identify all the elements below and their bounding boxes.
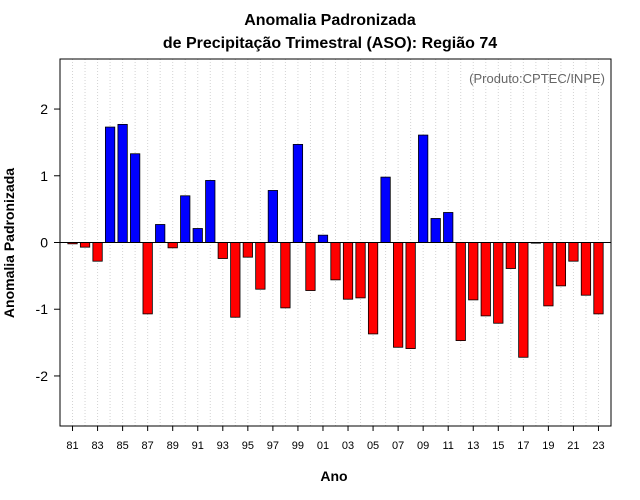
x-tick-label: 89 (167, 440, 179, 452)
x-tick-label: 13 (467, 440, 479, 452)
x-tick-label: 21 (567, 440, 579, 452)
bar-15 (493, 242, 504, 324)
bar-89 (167, 242, 178, 249)
x-tick-label: 99 (292, 440, 304, 452)
x-tick-label: 97 (267, 440, 279, 452)
bar-83 (92, 242, 103, 262)
bar-98 (280, 242, 291, 309)
chart-title: Anomalia Padronizada (244, 12, 416, 29)
x-axis-title: Ano (320, 468, 347, 484)
bar-88 (155, 224, 166, 243)
bar-93 (217, 242, 228, 259)
bar-21 (568, 242, 579, 262)
y-tick-label: 2 (40, 101, 48, 117)
bar-11 (443, 212, 454, 243)
bar-91 (192, 228, 203, 243)
x-tick-label: 95 (242, 440, 254, 452)
x-tick-label: 19 (542, 440, 554, 452)
bar-87 (142, 242, 153, 315)
y-tick-label: 0 (40, 235, 48, 251)
bar-07 (393, 242, 404, 348)
y-tick-label: -1 (36, 301, 49, 317)
bar-14 (480, 242, 491, 317)
y-axis: -2 -1 0 1 2 (36, 101, 60, 384)
x-tick-label: 91 (192, 440, 204, 452)
bar-23 (593, 242, 604, 315)
bar-05 (367, 242, 379, 335)
bar-95 (242, 242, 253, 258)
bar-01 (317, 234, 329, 243)
x-tick-label: 81 (66, 440, 78, 452)
y-tick-label: -2 (36, 368, 49, 384)
x-tick-label: 93 (217, 440, 229, 452)
bar-03 (342, 242, 354, 300)
bar-00 (305, 242, 316, 291)
y-axis-title: Anomalia Padronizada (1, 168, 17, 318)
bar-12 (455, 242, 466, 341)
bar-19 (543, 242, 554, 307)
x-tick-label: 01 (317, 440, 329, 452)
x-tick-label: 05 (367, 440, 379, 452)
x-tick-label: 23 (592, 440, 604, 452)
bar-86 (130, 153, 141, 243)
bar-06 (380, 176, 391, 243)
bar-92 (205, 180, 216, 243)
x-tick-label: 17 (517, 440, 529, 452)
bars (67, 123, 604, 358)
bar-09 (418, 134, 429, 243)
x-tick-label: 03 (342, 440, 354, 452)
bar-96 (255, 242, 266, 290)
x-tick-label: 15 (492, 440, 504, 452)
x-tick-label: 11 (442, 440, 453, 452)
bar-94 (230, 242, 241, 318)
y-tick-label: 1 (40, 168, 48, 184)
bar-84 (104, 126, 116, 243)
bar-13 (468, 242, 479, 301)
x-tick-label: 83 (91, 440, 103, 452)
chart-annotation: (Produto:CPTEC/INPE) (469, 71, 605, 86)
bar-85 (117, 123, 128, 243)
x-tick-label: 85 (116, 440, 128, 452)
bar-17 (518, 242, 529, 358)
bar-90 (180, 195, 191, 243)
bar-08 (405, 242, 416, 349)
x-tick-label: 07 (392, 440, 404, 452)
bar-04 (355, 242, 366, 299)
bar-20 (555, 242, 567, 287)
chart-subtitle: de Precipitação Trimestral (ASO): Região… (163, 35, 497, 52)
bar-99 (292, 144, 304, 243)
bar-02 (330, 242, 341, 281)
x-tick-label: 09 (417, 440, 429, 452)
bar-16 (505, 242, 516, 269)
x-tick-label: 87 (142, 440, 154, 452)
bar-82 (79, 242, 91, 248)
x-axis: 81 83 85 87 89 91 93 95 97 99 01 03 05 07 09 11 13 15 17 19… (66, 426, 605, 452)
bar-97 (267, 190, 278, 243)
bar-22 (580, 242, 592, 296)
bar-10 (430, 218, 441, 243)
